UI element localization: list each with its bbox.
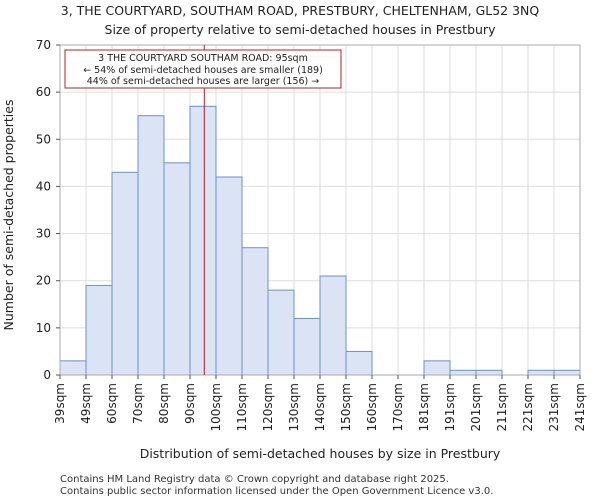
x-tick-label: 170sqm: [391, 383, 405, 431]
y-tick-label: 50: [36, 132, 51, 146]
bars: [59, 105, 581, 376]
bar: [553, 369, 581, 376]
chart-title: 3, THE COURTYARD, SOUTHAM ROAD, PRESTBUR…: [61, 3, 540, 18]
x-tick-label: 60sqm: [105, 383, 119, 424]
bar: [163, 162, 191, 376]
x-tick-label: 181sqm: [417, 383, 431, 431]
x-tick-label: 201sqm: [469, 383, 483, 431]
bar: [475, 369, 503, 376]
x-tick-label: 231sqm: [547, 383, 561, 431]
x-tick-label: 241sqm: [573, 383, 587, 431]
bar: [215, 176, 243, 376]
y-tick-label: 40: [36, 179, 51, 193]
x-tick-label: 130sqm: [287, 383, 301, 431]
x-tick-label: 160sqm: [365, 383, 379, 431]
bar: [527, 369, 555, 376]
y-tick-label: 60: [36, 85, 51, 99]
x-tick-label: 120sqm: [261, 383, 275, 431]
x-tick-label: 80sqm: [157, 383, 171, 424]
bar: [85, 284, 113, 376]
x-axis-label: Distribution of semi-detached houses by …: [140, 446, 501, 461]
chart-subtitle: Size of property relative to semi-detach…: [105, 22, 497, 37]
bar: [59, 360, 87, 376]
bar: [319, 275, 347, 376]
bar: [293, 317, 321, 376]
y-tick-labels: 0 10 20 30 40 50 60 70: [36, 38, 60, 382]
y-tick-label: 0: [43, 368, 51, 382]
y-tick-label: 30: [36, 227, 51, 241]
x-tick-label: 49sqm: [79, 383, 93, 424]
bar: [111, 171, 139, 376]
bar: [449, 369, 477, 376]
annotation-line-3: 44% of semi-detached houses are larger (…: [87, 76, 320, 87]
x-tick-label: 221sqm: [521, 383, 535, 431]
y-tick-label: 70: [36, 38, 51, 52]
bar: [241, 247, 269, 376]
x-tick-label: 211sqm: [495, 383, 509, 431]
x-tick-label: 100sqm: [209, 383, 223, 431]
x-tick-labels: 39sqm 49sqm 60sqm 70sqm 80sqm 90sqm 100sqm 110s…: [53, 375, 587, 431]
x-tick-label: 90sqm: [183, 383, 197, 424]
annotation-line-2: ← 54% of semi-detached houses are smalle…: [83, 65, 323, 76]
x-tick-label: 191sqm: [443, 383, 457, 431]
bar: [423, 360, 451, 376]
x-tick-label: 39sqm: [53, 383, 67, 424]
y-axis-label: Number of semi-detached properties: [1, 100, 16, 331]
bar: [189, 105, 217, 376]
bar: [137, 115, 165, 376]
y-tick-label: 10: [36, 321, 51, 335]
x-tick-label: 150sqm: [339, 383, 353, 431]
annotation-box: [64, 49, 342, 89]
x-tick-label: 70sqm: [131, 383, 145, 424]
bar: [345, 350, 373, 376]
footer-line-1: Contains HM Land Registry data © Crown c…: [60, 474, 449, 485]
y-tick-label: 20: [36, 274, 51, 288]
footer-line-2: Contains public sector information licen…: [60, 486, 493, 497]
annotation-line-1: 3 THE COURTYARD SOUTHAM ROAD: 95sqm: [98, 53, 308, 64]
x-tick-label: 140sqm: [313, 383, 327, 431]
x-tick-label: 110sqm: [235, 383, 249, 431]
bar: [267, 289, 295, 376]
